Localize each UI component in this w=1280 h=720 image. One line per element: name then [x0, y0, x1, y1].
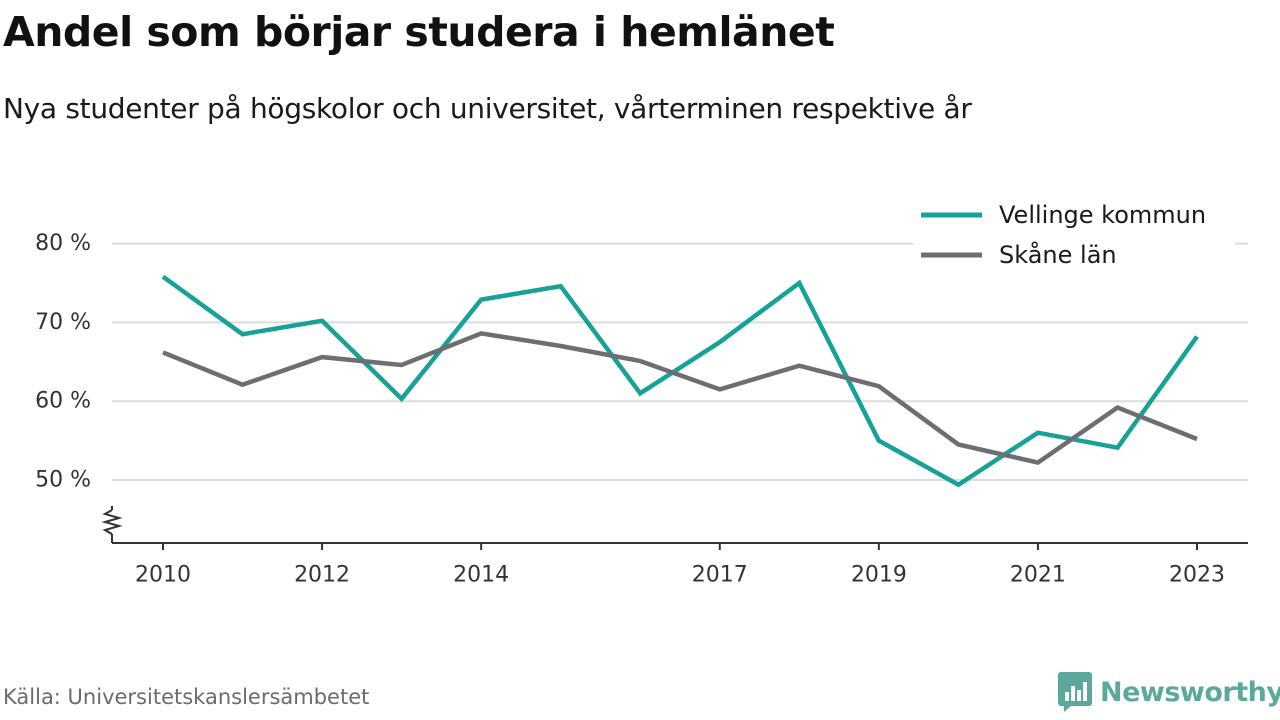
axes	[101, 506, 1248, 550]
x-tick-label: 2010	[135, 563, 191, 588]
source-note: Källa: Universitetskanslersämbetet	[3, 685, 370, 709]
grid-lines	[112, 242, 1248, 481]
brand-name: Newsworthy	[1100, 676, 1280, 708]
legend-label: Skåne län	[999, 240, 1117, 269]
x-tick-label: 2021	[1010, 563, 1066, 588]
x-tick-label: 2019	[851, 563, 907, 588]
chart-subtitle: Nya studenter på högskolor och universit…	[3, 92, 972, 125]
y-tick-label: 70 %	[35, 310, 91, 335]
legend-label: Vellinge kommun	[999, 201, 1206, 229]
chart-title: Andel som börjar studera i hemlänet	[3, 8, 835, 56]
x-tick-label: 2023	[1169, 563, 1225, 588]
legend: Vellinge kommun Skåne län	[913, 196, 1235, 276]
legend-background	[913, 196, 1235, 276]
series-line-vellinge	[161, 274, 1199, 488]
series-line-skane	[162, 331, 1198, 466]
series-lines	[161, 274, 1199, 488]
y-axis-break-icon	[101, 509, 123, 535]
x-tick-label: 2014	[453, 563, 509, 588]
brand-logo[interactable]: Newsworthy	[1058, 672, 1280, 712]
y-tick-label: 60 %	[35, 389, 91, 414]
x-tick-label: 2017	[692, 563, 748, 588]
y-tick-label: 80 %	[35, 231, 91, 256]
x-tick-label: 2012	[294, 563, 350, 588]
x-tick-labels: 2010 2012 2014 2017 2019 2021 2023	[135, 563, 1225, 588]
newsworthy-logo-icon	[1058, 672, 1092, 712]
y-tick-labels: 50 % 60 % 70 % 80 %	[35, 231, 91, 492]
y-tick-label: 50 %	[35, 467, 91, 492]
